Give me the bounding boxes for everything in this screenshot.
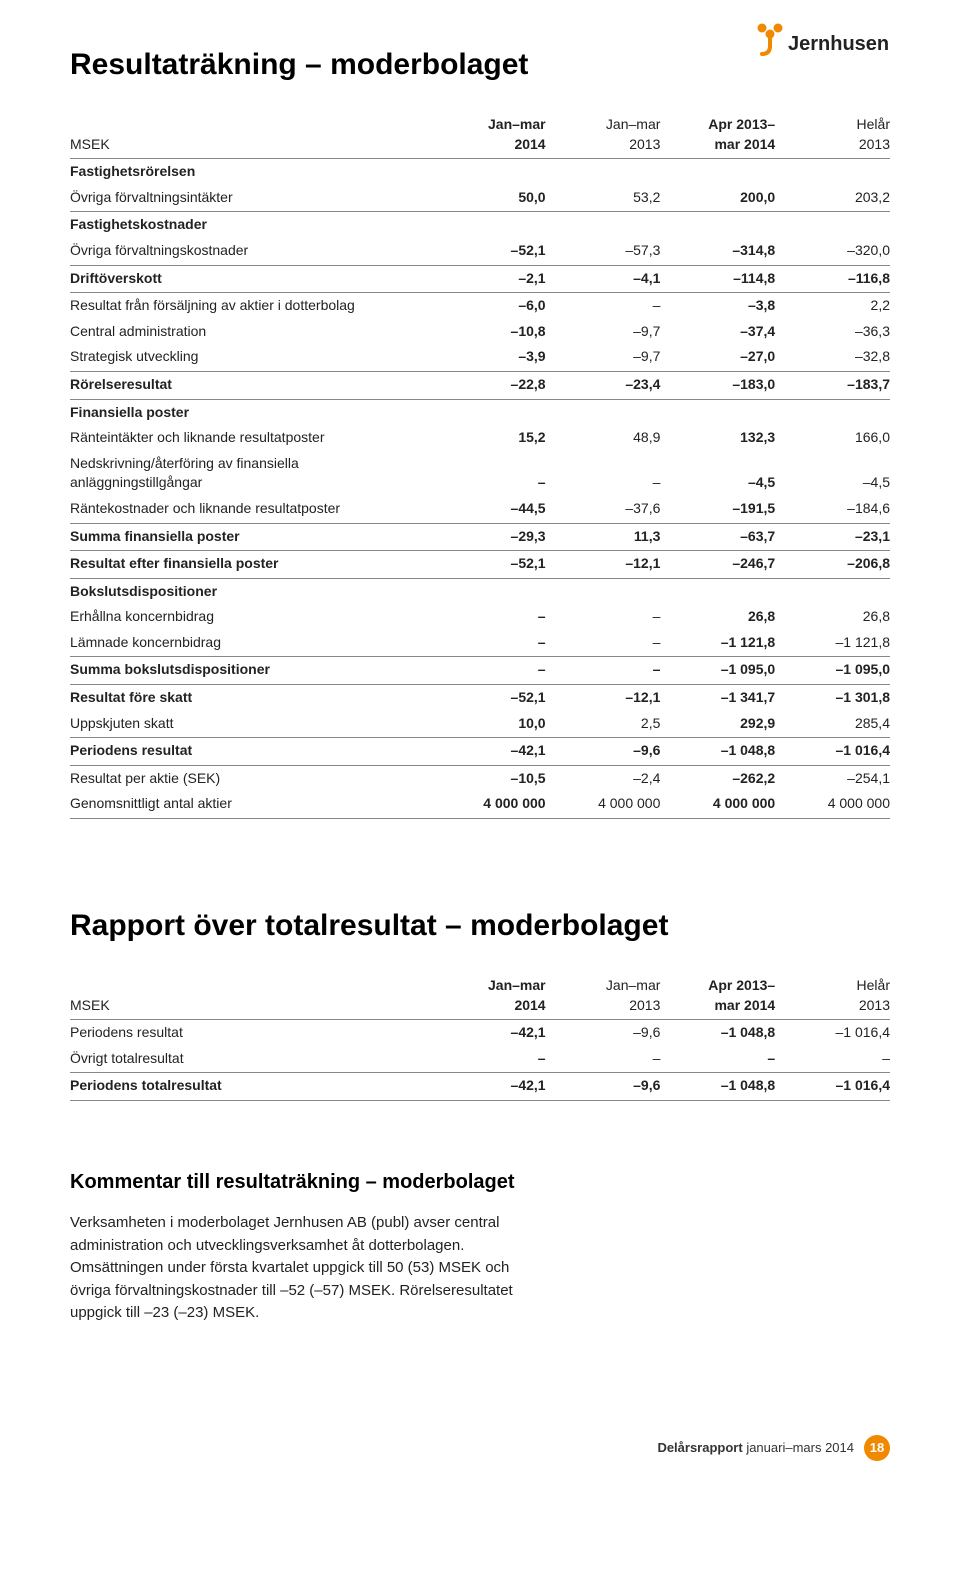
table-row: Resultat efter finansiella poster–52,1–1…	[70, 551, 890, 579]
table-row: Resultat från försäljning av aktier i do…	[70, 293, 890, 319]
section-fastighetsrorelsen: Fastighetsrörelsen	[70, 159, 431, 185]
table-row: Övriga förvaltningskostnader–52,1–57,3–3…	[70, 238, 890, 265]
table-row: Rörelseresultat–22,8–23,4–183,0–183,7	[70, 371, 890, 399]
section-finansiella: Finansiella poster	[70, 399, 431, 425]
table-row: Övrigt totalresultat––––	[70, 1046, 890, 1073]
page-footer: Delårsrapport januari–mars 2014 18	[70, 1435, 890, 1461]
table-row: Periodens totalresultat–42,1–9,6–1 048,8…	[70, 1073, 890, 1101]
col-1-2: Jan–mar2014	[431, 973, 546, 1020]
col-4-2: Helår2013	[775, 973, 890, 1020]
col-2: Jan–mar2013	[546, 112, 661, 159]
table-row: Övriga förvaltningsintäkter50,053,2200,0…	[70, 185, 890, 212]
col-unit-2: MSEK	[70, 973, 431, 1020]
table-row: Ränteintäkter och liknande resultatposte…	[70, 425, 890, 451]
table-row: Central administration–10,8–9,7–37,4–36,…	[70, 319, 890, 345]
table-row: Summa finansiella poster–29,311,3–63,7–2…	[70, 523, 890, 551]
comprehensive-income-table: MSEK Jan–mar2014 Jan–mar2013 Apr 2013–ma…	[70, 973, 890, 1101]
brand-logo: Jernhusen	[750, 20, 890, 67]
page-title-2: Rapport över totalresultat – moderbolage…	[70, 909, 890, 943]
table-row: Uppskjuten skatt10,02,5292,9285,4	[70, 711, 890, 738]
table-row: Resultat före skatt–52,1–12,1–1 341,7–1 …	[70, 685, 890, 711]
col-4: Helår2013	[775, 112, 890, 159]
col-1: Jan–mar2014	[431, 112, 546, 159]
table-row: Räntekostnader och liknande resultatpost…	[70, 496, 890, 523]
col-2-2: Jan–mar2013	[546, 973, 661, 1020]
table-row: Periodens resultat–42,1–9,6–1 048,8–1 01…	[70, 738, 890, 766]
col-3: Apr 2013–mar 2014	[660, 112, 775, 159]
table-row: Genomsnittligt antal aktier4 000 0004 00…	[70, 791, 890, 818]
col-unit: MSEK	[70, 112, 431, 159]
table-row: Periodens resultat–42,1–9,6–1 048,8–1 01…	[70, 1020, 890, 1046]
table-row: Summa bokslutsdispositioner–––1 095,0–1 …	[70, 657, 890, 685]
table-row: Lämnade koncernbidrag–––1 121,8–1 121,8	[70, 630, 890, 657]
commentary-title: Kommentar till resultaträkning – moderbo…	[70, 1171, 890, 1194]
table-row: Driftöverskott–2,1–4,1–114,8–116,8	[70, 265, 890, 293]
commentary-text: Verksamheten i moderbolaget Jernhusen AB…	[70, 1212, 530, 1325]
income-statement-table: MSEK Jan–mar2014 Jan–mar2013 Apr 2013–ma…	[70, 112, 890, 819]
table-row: Strategisk utveckling–3,9–9,7–27,0–32,8	[70, 344, 890, 371]
table-row: Nedskrivning/återföring av finansiella a…	[70, 451, 890, 496]
section-fastighetskostnader: Fastighetskostnader	[70, 212, 431, 238]
col-3-2: Apr 2013–mar 2014	[660, 973, 775, 1020]
table-row: Resultat per aktie (SEK)–10,5–2,4–262,2–…	[70, 765, 890, 791]
brand-name: Jernhusen	[788, 33, 889, 55]
section-bokslut: Bokslutsdispositioner	[70, 578, 431, 604]
page-number: 18	[864, 1435, 890, 1461]
table-row: Erhållna koncernbidrag––26,826,8	[70, 604, 890, 630]
